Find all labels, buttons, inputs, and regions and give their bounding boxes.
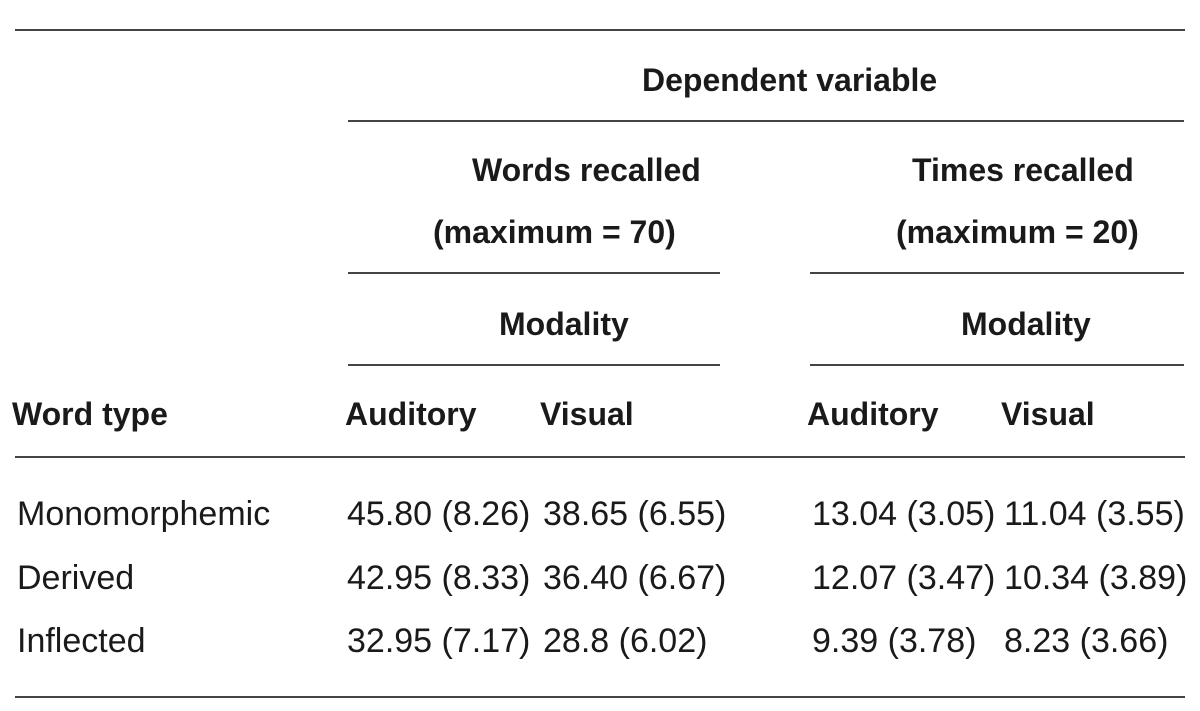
cell-words-auditory: 45.80 (8.26) [347, 495, 531, 533]
cell-words-visual: 36.40 (6.67) [543, 559, 727, 597]
words-recalled-rule [348, 272, 720, 274]
cell-times-visual: 10.34 (3.89) [1004, 559, 1188, 597]
row-label: Inflected [17, 622, 146, 660]
words-visual-column-header: Visual [540, 396, 634, 432]
cell-words-visual: 28.8 (6.02) [543, 622, 708, 660]
modality-heading-words: Modality [499, 306, 629, 342]
cell-times-visual: 11.04 (3.55) [1004, 495, 1185, 533]
word-type-column-header: Word type [12, 396, 168, 432]
cell-times-auditory: 12.07 (3.47) [812, 559, 996, 597]
words-auditory-column-header: Auditory [345, 396, 477, 432]
modality-rule-2 [810, 364, 1184, 366]
cell-times-auditory: 13.04 (3.05) [812, 495, 996, 533]
cell-words-visual: 38.65 (6.55) [543, 495, 727, 533]
modality-heading-times: Modality [961, 306, 1091, 342]
top-rule [15, 29, 1185, 31]
cell-words-auditory: 32.95 (7.17) [347, 622, 531, 660]
words-recalled-heading: Words recalled [472, 152, 701, 188]
dependent-variable-rule [348, 120, 1184, 122]
modality-rule-1 [348, 364, 720, 366]
times-visual-column-header: Visual [1001, 396, 1095, 432]
cell-times-auditory: 9.39 (3.78) [812, 622, 977, 660]
header-bottom-rule [15, 456, 1185, 458]
bottom-rule [15, 696, 1185, 698]
times-auditory-column-header: Auditory [807, 396, 939, 432]
cell-times-visual: 8.23 (3.66) [1004, 622, 1169, 660]
row-label: Derived [17, 559, 135, 597]
row-label: Monomorphemic [17, 495, 271, 533]
times-recalled-heading: Times recalled [912, 152, 1134, 188]
cell-words-auditory: 42.95 (8.33) [347, 559, 531, 597]
times-recalled-maximum: (maximum = 20) [896, 214, 1139, 250]
times-recalled-rule [810, 272, 1184, 274]
words-recalled-maximum: (maximum = 70) [433, 214, 676, 250]
dependent-variable-heading: Dependent variable [642, 62, 938, 98]
